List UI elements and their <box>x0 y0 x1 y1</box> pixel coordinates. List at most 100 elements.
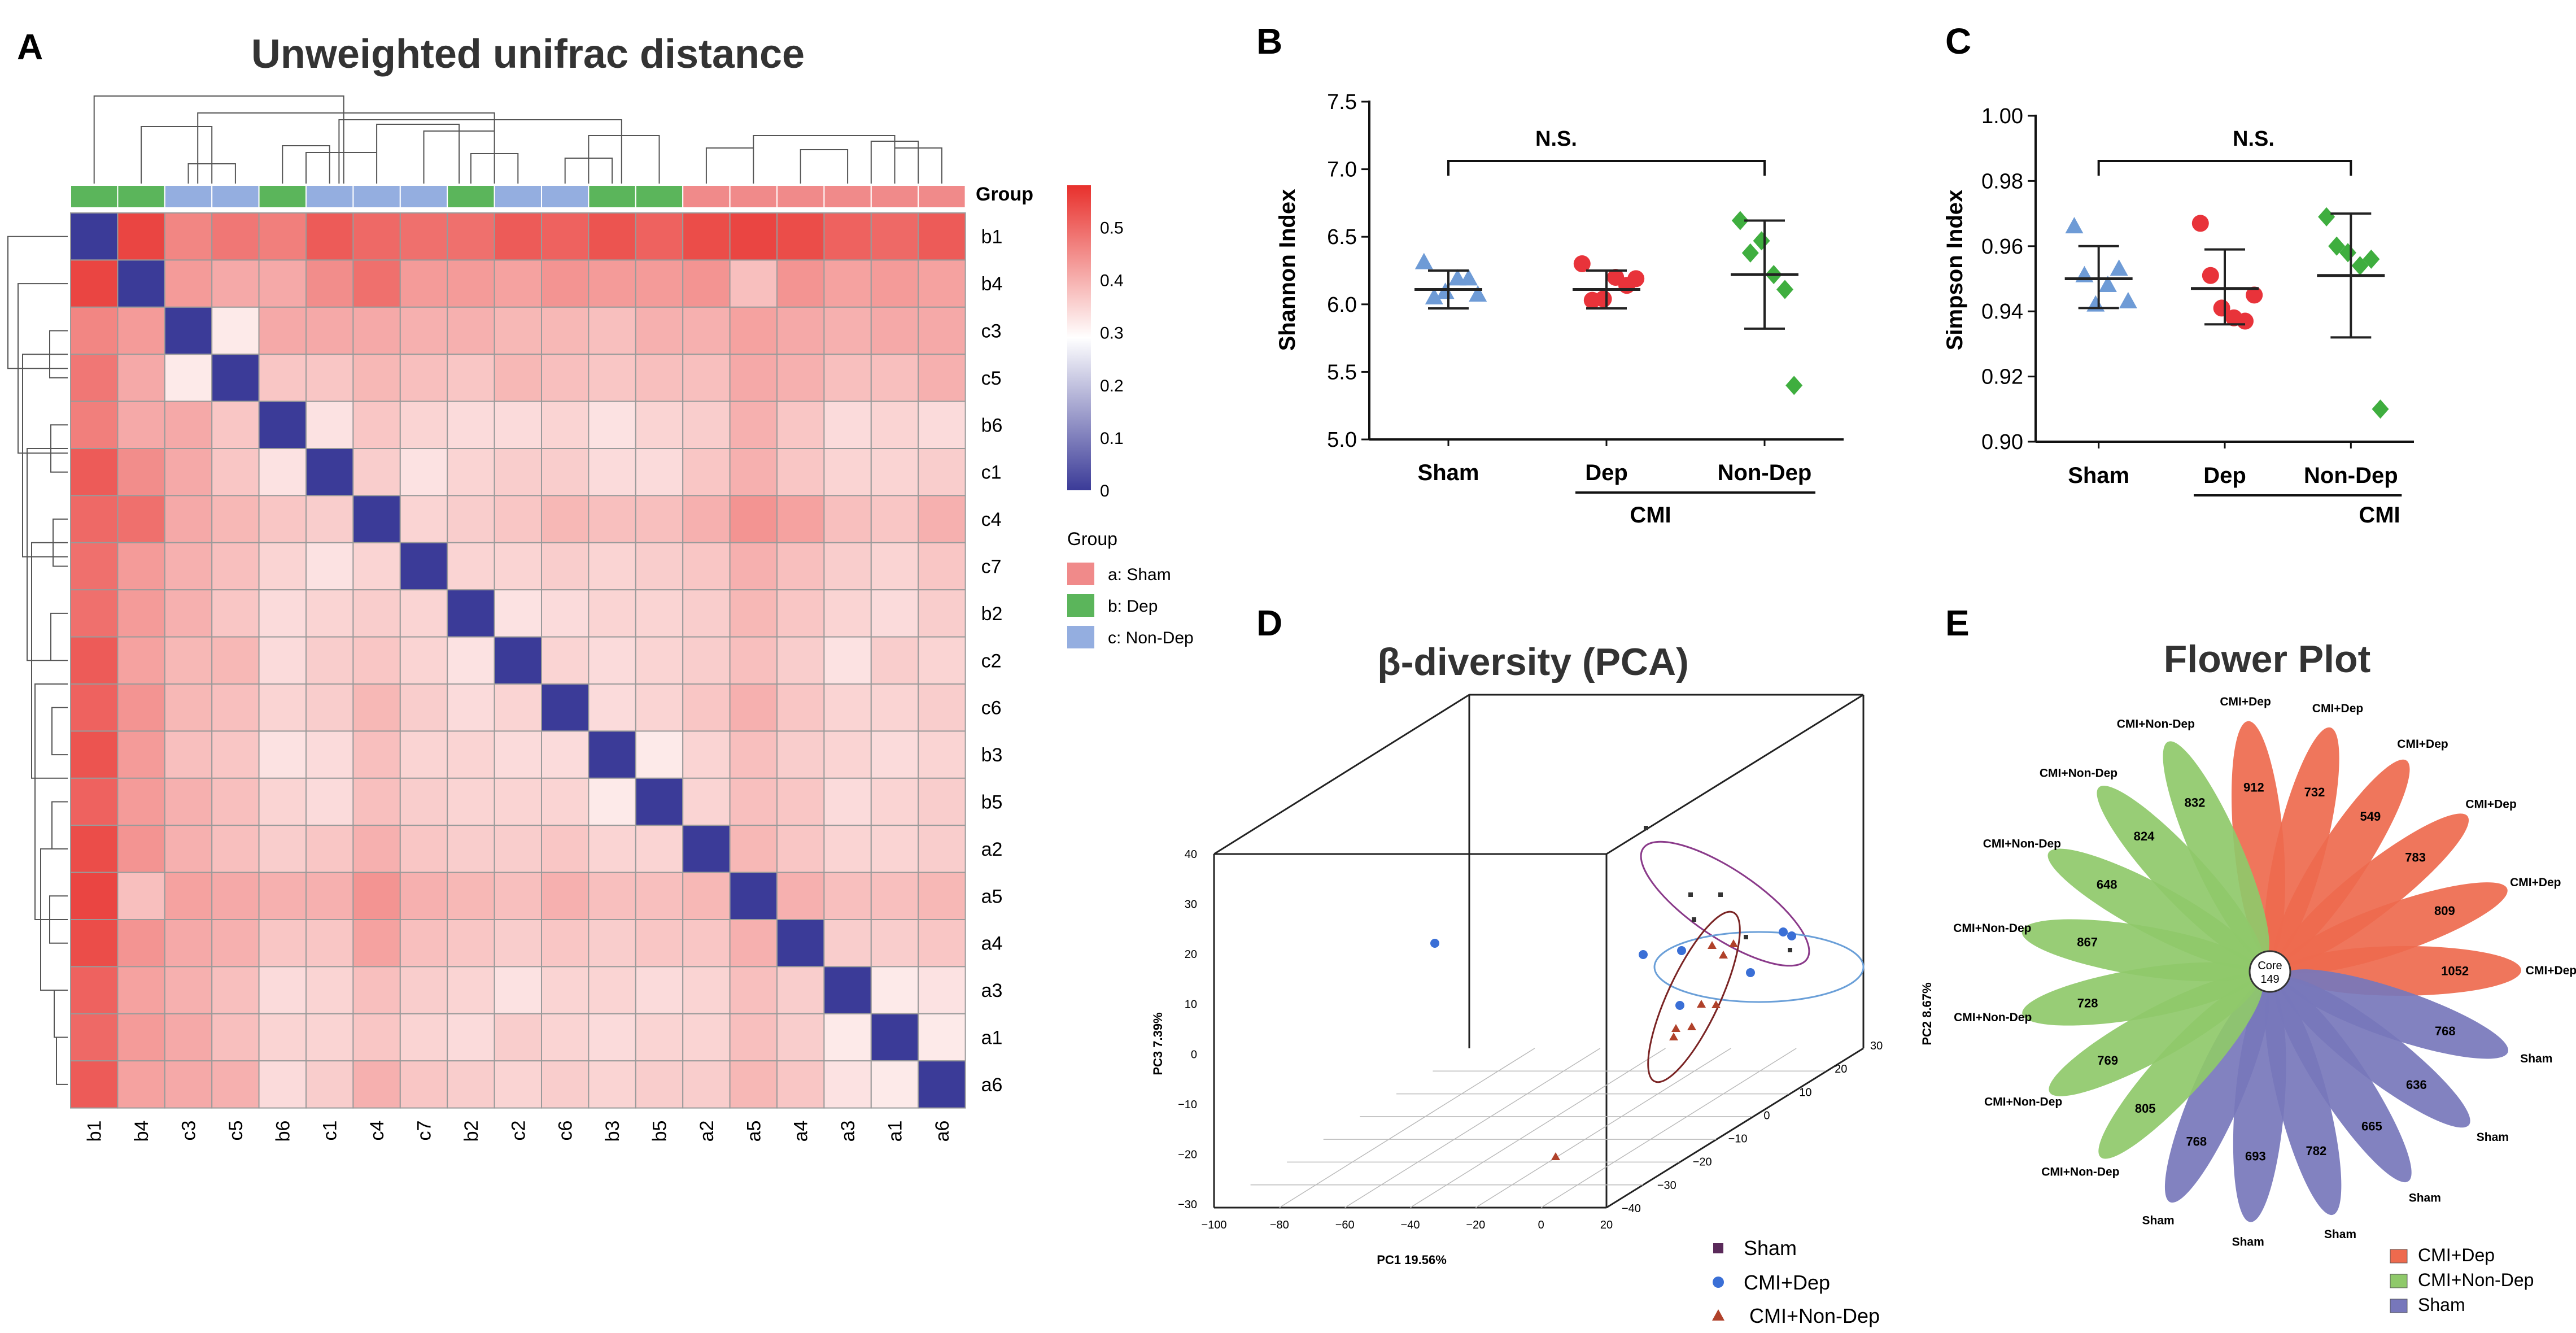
pca-y-tick-label: 20 <box>1835 1063 1847 1075</box>
heatmap-cell <box>352 354 401 402</box>
heatmap-cell <box>211 1060 260 1109</box>
heatmap-cell <box>70 306 119 355</box>
column-label: b6 <box>272 1121 294 1142</box>
heatmap-cell <box>918 212 966 261</box>
heatmap-cell <box>352 636 401 685</box>
heatmap-cell <box>305 1013 354 1062</box>
heatmap-cell <box>117 589 165 638</box>
data-point-dep <box>2246 286 2263 304</box>
heatmap-cell <box>447 542 495 591</box>
heatmap-cell <box>635 354 684 402</box>
flower-legend-swatch <box>2390 1249 2408 1264</box>
heatmap-cell <box>352 919 401 968</box>
heatmap-cell <box>211 730 260 779</box>
heatmap-cell <box>870 495 919 543</box>
pca-legend-label-sham: Sham <box>1744 1236 1797 1260</box>
heatmap-cell <box>211 825 260 873</box>
heatmap-cell <box>70 825 119 873</box>
heatmap-cell <box>541 306 590 355</box>
heatmap-cell <box>588 919 636 968</box>
heatmap-cell <box>258 730 307 779</box>
flower-petal-group: Sham <box>2477 1131 2509 1144</box>
pca-y-tick-label: −40 <box>1622 1203 1641 1215</box>
pca-point-cmi-non-dep <box>1687 1022 1696 1030</box>
heatmap-cell <box>447 872 495 920</box>
row-label: c3 <box>981 321 1002 342</box>
pca-y-tick-label: 0 <box>1763 1109 1770 1122</box>
heatmap-cell <box>588 872 636 920</box>
flower-petal <box>2163 741 2269 960</box>
flower-petal-value: 549 <box>2360 809 2381 824</box>
heatmap-cell <box>635 825 684 873</box>
heatmap-cell <box>870 400 919 449</box>
data-point-non-dep <box>2318 207 2335 226</box>
color-scale-tick-label: 0.4 <box>1100 272 1124 290</box>
pca-legend-marker-cmi-dep <box>1713 1277 1724 1288</box>
flower-core-label: Core <box>2258 960 2282 972</box>
flower-petal <box>2164 984 2270 1203</box>
heatmap-cell <box>541 919 590 968</box>
heatmap-cell <box>258 212 307 261</box>
heatmap-cell <box>494 825 542 873</box>
heatmap-cell <box>729 919 778 968</box>
flower-legend-swatch <box>2390 1274 2408 1288</box>
heatmap-cell <box>399 589 448 638</box>
data-point-sham <box>1414 252 1433 269</box>
heatmap-cell <box>823 542 872 591</box>
heatmap-cell <box>399 354 448 402</box>
heatmap-cell <box>776 683 825 732</box>
heatmap-cell <box>211 966 260 1014</box>
heatmap-cell <box>682 212 731 261</box>
y-tick-label: 0.90 <box>1981 430 2023 454</box>
row-label: c6 <box>981 698 1002 719</box>
heatmap-cell <box>70 259 119 308</box>
heatmap-cell <box>494 306 542 355</box>
heatmap-cell <box>305 400 354 449</box>
heatmap-cell <box>729 966 778 1014</box>
heatmap-cell <box>776 919 825 968</box>
heatmap-cell <box>258 400 307 449</box>
heatmap-cell <box>447 1013 495 1062</box>
heatmap-cell <box>729 495 778 543</box>
row-label: a4 <box>981 933 1003 955</box>
heatmap-cell <box>164 212 213 261</box>
group-bar-cell <box>352 185 401 208</box>
column-label: a3 <box>837 1121 859 1142</box>
heatmap-cell <box>117 825 165 873</box>
heatmap-cell <box>588 1060 636 1109</box>
heatmap-cell <box>776 872 825 920</box>
pca-point-sham <box>1688 892 1693 897</box>
data-point-sham <box>2119 291 2137 308</box>
color-scale-tick-label: 0.3 <box>1100 324 1124 343</box>
heatmap-cell <box>494 636 542 685</box>
heatmap-cell <box>682 400 731 449</box>
group-bar-label: Group <box>976 184 1033 205</box>
heatmap-cell <box>729 448 778 496</box>
column-label: c6 <box>555 1121 577 1141</box>
heatmap-cell <box>635 919 684 968</box>
heatmap-cell <box>729 400 778 449</box>
heatmap-cell <box>729 730 778 779</box>
flower-core-value: 149 <box>2260 973 2279 986</box>
pca-y-tick-label: −20 <box>1693 1156 1712 1169</box>
pca-point-cmi-dep <box>1430 939 1439 948</box>
column-label: b2 <box>461 1121 482 1142</box>
flower-petal-value: 1052 <box>2441 964 2469 978</box>
flower-petal-value: 769 <box>2097 1053 2118 1068</box>
flower-petal-value: 728 <box>2077 996 2098 1010</box>
heatmap-cell <box>541 683 590 732</box>
legend-title: Group <box>1067 529 1117 549</box>
heatmap-cell <box>823 1060 872 1109</box>
y-tick-label: 0.98 <box>1981 169 2023 193</box>
heatmap-cell <box>117 966 165 1014</box>
flower-petal <box>2047 848 2259 969</box>
heatmap-cell <box>635 966 684 1014</box>
heatmap-cell <box>682 306 731 355</box>
y-tick-label: 1.00 <box>1981 104 2023 128</box>
heatmap-cell <box>918 400 966 449</box>
data-point-non-dep <box>2363 249 2380 269</box>
heatmap-cell <box>541 354 590 402</box>
pca-z-tick-label: 0 <box>1191 1048 1197 1061</box>
row-label: b4 <box>981 273 1003 295</box>
heatmap-cell <box>918 825 966 873</box>
